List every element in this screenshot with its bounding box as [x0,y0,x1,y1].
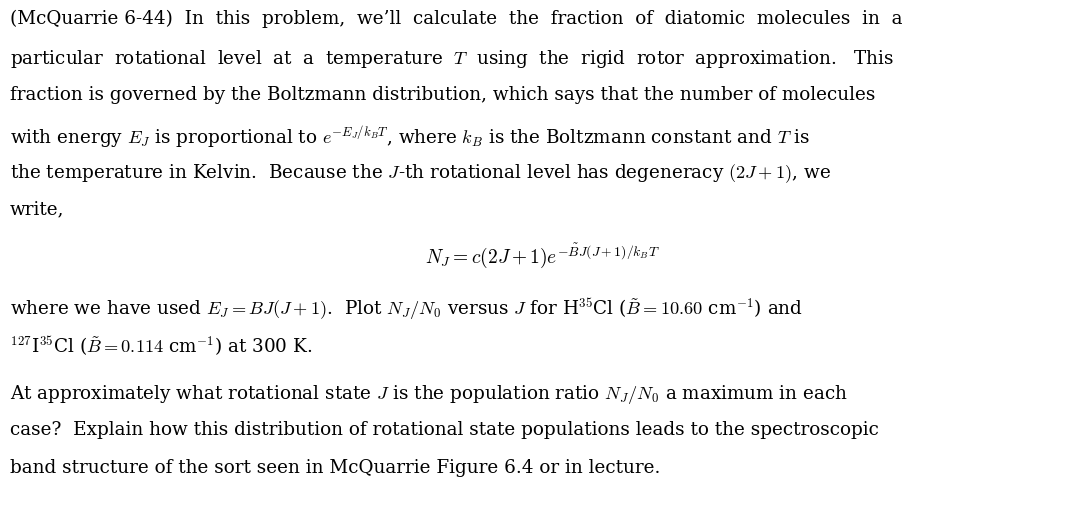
Text: At approximately what rotational state $J$ is the population ratio $N_J/N_0$ a m: At approximately what rotational state $… [10,383,848,406]
Text: band structure of the sort seen in McQuarrie Figure 6.4 or in lecture.: band structure of the sort seen in McQua… [10,459,660,477]
Text: case?  Explain how this distribution of rotational state populations leads to th: case? Explain how this distribution of r… [10,421,879,439]
Text: $^{127}$I$^{35}$Cl ($\tilde{B} = 0.114$ cm$^{-1}$) at 300 K.: $^{127}$I$^{35}$Cl ($\tilde{B} = 0.114$ … [10,334,312,357]
Text: the temperature in Kelvin.  Because the $J$-th rotational level has degeneracy $: the temperature in Kelvin. Because the $… [10,162,830,185]
Text: particular  rotational  level  at  a  temperature  $T$  using  the  rigid  rotor: particular rotational level at a tempera… [10,48,893,70]
Text: with energy $E_J$ is proportional to $e^{-E_J/k_BT}$, where $k_B$ is the Boltzma: with energy $E_J$ is proportional to $e^… [10,124,810,151]
Text: (McQuarrie 6-44)  In  this  problem,  we’ll  calculate  the  fraction  of  diato: (McQuarrie 6-44) In this problem, we’ll … [10,10,902,29]
Text: write,: write, [10,200,64,218]
Text: where we have used $E_J = BJ(J+1)$.  Plot $N_J/N_0$ versus $J$ for H$^{35}$Cl ($: where we have used $E_J = BJ(J+1)$. Plot… [10,296,803,322]
Text: $N_J = c(2J+1)e^{-\tilde{B}J(J+1)/k_BT}$: $N_J = c(2J+1)e^{-\tilde{B}J(J+1)/k_BT}$ [425,242,659,271]
Text: fraction is governed by the Boltzmann distribution, which says that the number o: fraction is governed by the Boltzmann di… [10,86,875,104]
